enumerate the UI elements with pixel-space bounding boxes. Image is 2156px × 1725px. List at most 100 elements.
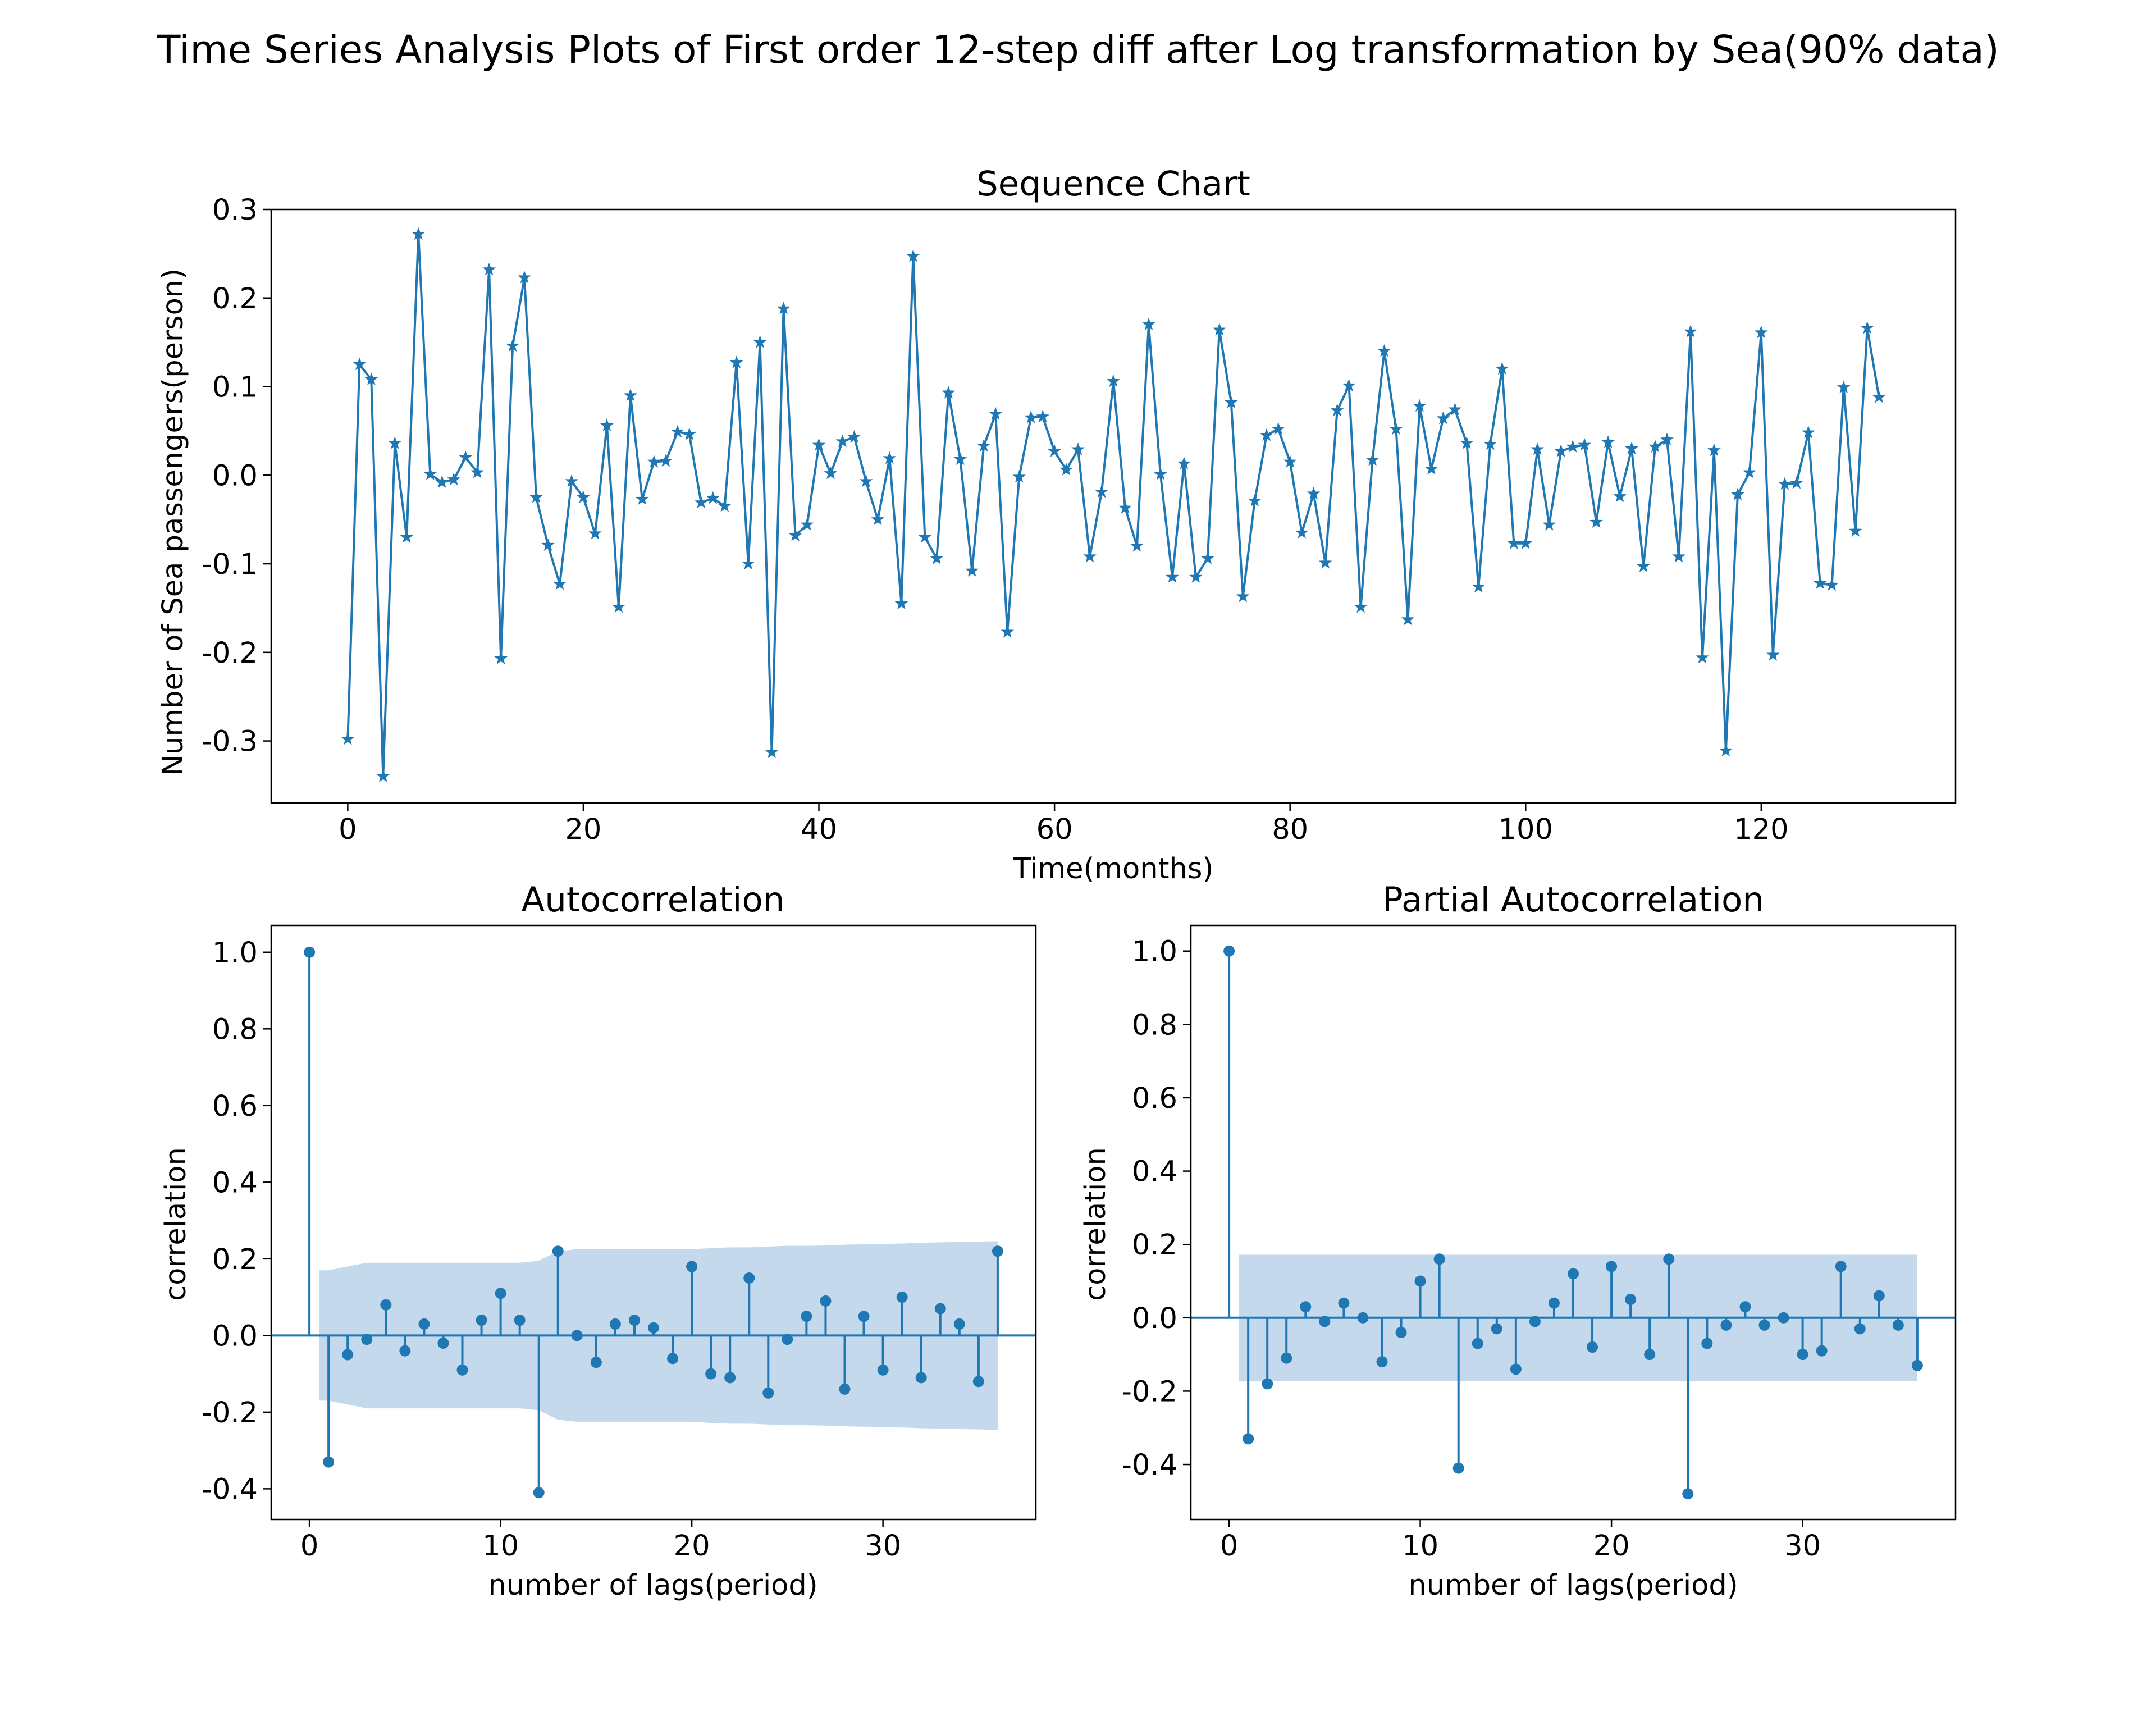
sequence-point — [412, 227, 426, 240]
sequence-point — [1307, 486, 1321, 500]
acf-point — [304, 946, 316, 958]
acf-point — [476, 1315, 487, 1326]
sequence-point — [953, 452, 967, 465]
seq-ytick-label: -0.2 — [202, 637, 258, 670]
sequence-point — [1012, 469, 1026, 483]
acf-ytick-label: -0.2 — [202, 1397, 258, 1430]
pacf-point — [1472, 1338, 1483, 1349]
acf-point — [533, 1487, 545, 1499]
sequence-point — [1742, 466, 1756, 478]
pacf-point — [1835, 1261, 1847, 1272]
sequence-point — [1566, 440, 1579, 453]
sequence-point — [718, 499, 732, 512]
pacf-point — [1376, 1356, 1388, 1368]
pacf-point — [1300, 1301, 1312, 1313]
pacf-point — [1414, 1275, 1426, 1287]
sequence-point — [694, 495, 708, 509]
sequence-point — [824, 466, 838, 480]
sequence-point — [647, 455, 661, 468]
sequence-point — [1165, 570, 1179, 583]
sequence-point — [1071, 442, 1085, 455]
acf-point — [495, 1288, 506, 1299]
pacf-xtick-label: 10 — [1402, 1530, 1438, 1563]
sequence-point — [565, 474, 578, 487]
sequence-point — [1083, 549, 1097, 563]
sequence-point — [1001, 625, 1015, 638]
pacf-ytick-label: 0.2 — [1132, 1229, 1177, 1262]
acf-ytick-label: 0.4 — [212, 1166, 258, 1199]
sequence-point — [977, 439, 991, 452]
sequence-point — [1872, 390, 1886, 403]
sequence-point — [1389, 422, 1403, 435]
sequence-point — [989, 407, 1003, 420]
sequence-chart-title: Sequence Chart — [976, 164, 1250, 204]
sequence-point — [541, 538, 555, 551]
pacf-point — [1854, 1323, 1866, 1335]
pacf-chart-ylabel: correlation — [1079, 1147, 1112, 1301]
sequence-point — [1483, 437, 1497, 450]
sequence-point — [1707, 443, 1721, 457]
sequence-point — [423, 467, 437, 480]
acf-point — [801, 1311, 812, 1322]
seq-xtick-label: 100 — [1499, 813, 1553, 846]
sequence-point — [1542, 518, 1556, 531]
acf-point — [839, 1383, 851, 1395]
sequence-point — [1825, 578, 1839, 591]
acf-point — [571, 1330, 583, 1341]
sequence-point — [1531, 442, 1545, 455]
pacf-ytick-label: 0.0 — [1132, 1302, 1177, 1335]
sequence-point — [364, 372, 378, 385]
pacf-xtick-label: 20 — [1593, 1530, 1630, 1563]
acf-point — [972, 1376, 984, 1388]
acf-ytick-label: 0.0 — [212, 1320, 258, 1353]
sequence-point — [1766, 648, 1780, 661]
acf-ytick-label: 1.0 — [212, 937, 258, 970]
sequence-point — [1342, 378, 1356, 391]
acf-point — [858, 1311, 870, 1322]
sequence-point — [930, 551, 944, 564]
sequence-point — [577, 490, 590, 503]
sequence-point — [494, 651, 508, 664]
sequence-point — [471, 466, 485, 478]
acf-chart-frame — [270, 924, 1037, 1521]
acf-point — [934, 1303, 946, 1315]
sequence-point — [835, 434, 849, 448]
sequence-point — [1719, 743, 1733, 756]
acf-point — [667, 1353, 679, 1365]
sequence-point — [1637, 559, 1650, 572]
acf-point — [820, 1295, 832, 1307]
sequence-point — [1212, 323, 1226, 336]
sequence-point — [847, 430, 861, 443]
sequence-point — [659, 454, 673, 467]
sequence-point — [1130, 539, 1144, 552]
sequence-point — [1330, 403, 1344, 417]
pacf-point — [1223, 945, 1235, 957]
sequence-point — [1401, 612, 1415, 626]
sequence-point — [1224, 395, 1238, 408]
sequence-point — [1837, 380, 1851, 394]
acf-ytick-label: 0.8 — [212, 1013, 258, 1046]
pacf-point — [1587, 1341, 1598, 1353]
sequence-point — [1142, 317, 1155, 331]
sequence-point — [1318, 556, 1332, 569]
sequence-point — [1648, 440, 1662, 453]
acf-point — [552, 1245, 564, 1257]
acf-point — [782, 1334, 793, 1345]
sequence-chart-ylabel: Number of Sea passengers(person) — [157, 268, 190, 776]
pacf-ytick-label: 0.6 — [1132, 1082, 1177, 1115]
acf-point — [323, 1456, 335, 1468]
sequence-point — [1472, 579, 1486, 593]
sequence-point — [1259, 428, 1273, 441]
acf-point — [686, 1261, 698, 1272]
sequence-point — [1365, 453, 1380, 466]
sequence-point — [1601, 435, 1615, 448]
pacf-point — [1510, 1363, 1522, 1375]
sequence-point — [1578, 438, 1592, 451]
pacf-point — [1529, 1316, 1541, 1327]
pacf-point — [1911, 1359, 1923, 1371]
pacf-point — [1739, 1301, 1751, 1313]
acf-chart-ticks: 0 10 20 30 -0.4 -0.2 0.0 0.2 0.4 0.6 0.8 1.0 — [202, 937, 901, 1563]
acf-point — [342, 1349, 354, 1361]
sequence-point — [1813, 576, 1827, 589]
acf-ytick-label: -0.4 — [202, 1473, 258, 1506]
